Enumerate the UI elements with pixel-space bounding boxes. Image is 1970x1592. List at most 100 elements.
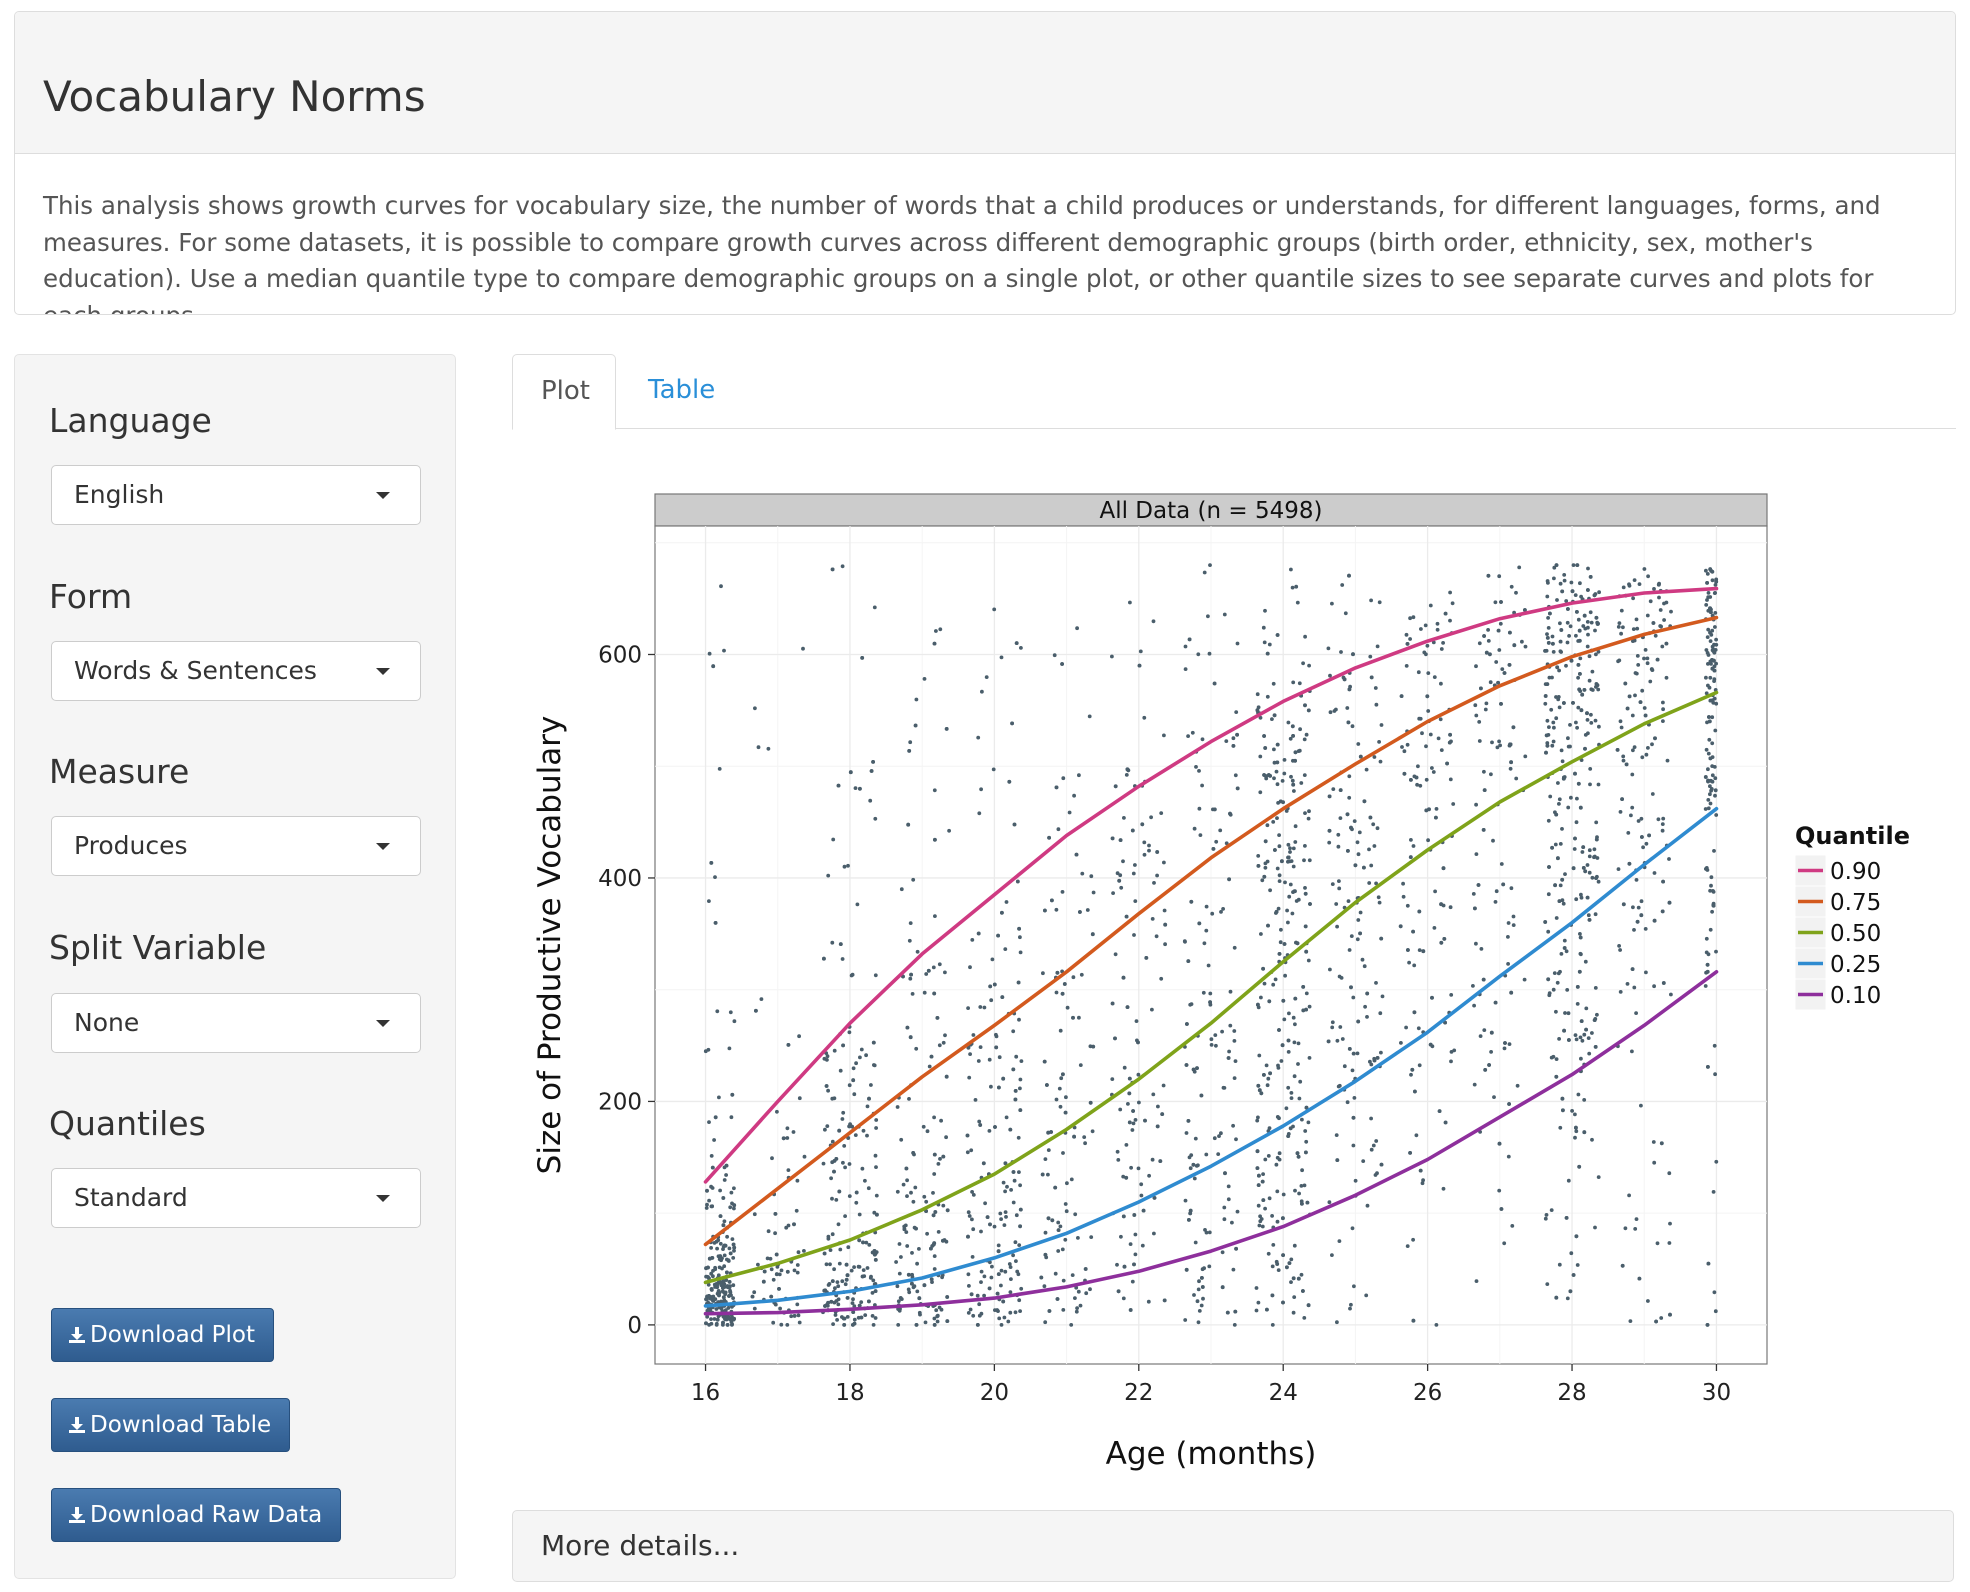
data-point: [1083, 1267, 1088, 1271]
data-point: [1011, 1170, 1016, 1174]
data-point: [1136, 1072, 1141, 1077]
language-select[interactable]: English: [51, 465, 421, 525]
data-point: [1330, 1253, 1334, 1257]
data-point: [1577, 687, 1582, 692]
data-point: [1293, 1188, 1297, 1193]
data-point: [726, 1258, 731, 1263]
data-point: [1594, 820, 1599, 825]
data-point: [909, 972, 913, 977]
data-point: [1502, 1241, 1507, 1246]
data-point: [1268, 774, 1272, 778]
data-point: [853, 1133, 858, 1137]
data-point: [1348, 1306, 1352, 1311]
data-point: [935, 1319, 940, 1324]
data-point: [1378, 1011, 1383, 1016]
data-point: [1616, 625, 1621, 629]
download-table-button[interactable]: Download Table: [51, 1398, 291, 1452]
data-point: [1347, 687, 1352, 692]
data-point: [1577, 1164, 1582, 1169]
data-point: [1448, 590, 1452, 595]
data-point: [1162, 1298, 1167, 1303]
data-point: [1226, 1056, 1231, 1060]
download-plot-button[interactable]: Download Plot: [51, 1308, 274, 1362]
data-point: [725, 1284, 730, 1288]
data-point: [1471, 984, 1475, 988]
tab-plot[interactable]: Plot: [512, 354, 616, 430]
data-point: [785, 1269, 790, 1274]
data-point: [1133, 1252, 1138, 1257]
data-point: [1483, 1068, 1488, 1072]
data-point: [771, 1277, 776, 1282]
data-point: [932, 1152, 937, 1157]
data-point: [1708, 606, 1712, 611]
data-point: [1043, 1230, 1048, 1235]
data-point: [1013, 1310, 1018, 1315]
data-point: [1710, 578, 1715, 583]
data-point: [1057, 1086, 1062, 1091]
download-raw-data-button[interactable]: Download Raw Data: [51, 1488, 342, 1542]
data-point: [1189, 899, 1194, 904]
data-point: [785, 1323, 790, 1327]
data-point: [1152, 1196, 1157, 1200]
x-tick-label: 22: [1124, 1380, 1153, 1406]
data-point: [905, 1244, 910, 1248]
quantiles-select[interactable]: Standard: [51, 1168, 421, 1228]
data-point: [709, 1246, 713, 1250]
data-point: [1228, 989, 1233, 994]
data-point: [1082, 1135, 1087, 1139]
data-point: [1058, 1028, 1063, 1033]
data-point: [1349, 985, 1353, 990]
data-point: [1230, 1220, 1234, 1225]
data-point: [730, 1323, 734, 1327]
data-point: [996, 1272, 1001, 1276]
data-point: [1418, 1168, 1423, 1173]
data-point: [1121, 975, 1126, 980]
data-point: [1652, 984, 1656, 989]
data-point: [1222, 612, 1227, 617]
data-point: [1578, 1035, 1583, 1040]
data-point: [966, 1272, 971, 1277]
data-point: [823, 1127, 827, 1132]
data-point: [1660, 644, 1665, 649]
data-point: [1507, 1102, 1511, 1106]
data-point: [1592, 847, 1597, 852]
data-point: [1651, 1140, 1656, 1144]
data-point: [1623, 1226, 1628, 1231]
data-point: [1288, 882, 1293, 887]
measure-select[interactable]: Produces: [51, 816, 421, 876]
data-point: [1709, 610, 1713, 615]
data-point: [1554, 1295, 1559, 1300]
tabs-divider: [512, 428, 1956, 429]
data-point: [732, 1186, 736, 1191]
data-point: [1474, 941, 1478, 946]
data-point: [707, 899, 711, 903]
data-point: [1121, 1174, 1126, 1179]
data-point: [910, 1251, 914, 1255]
data-point: [1284, 809, 1289, 813]
data-point: [1562, 701, 1566, 705]
data-point: [1364, 767, 1369, 772]
data-point: [1554, 916, 1559, 920]
split-variable-select[interactable]: None: [51, 993, 421, 1053]
data-point: [1554, 695, 1558, 699]
data-point: [1162, 908, 1167, 913]
data-point: [1560, 759, 1565, 764]
data-point: [1625, 706, 1630, 711]
more-details-panel[interactable]: More details...: [512, 1510, 1954, 1582]
form-select[interactable]: Words & Sentences: [51, 641, 421, 701]
data-point: [789, 1314, 794, 1319]
data-point: [830, 1232, 835, 1237]
data-point: [1276, 906, 1281, 911]
data-point: [1575, 610, 1579, 614]
data-point: [1587, 854, 1592, 859]
data-point: [821, 1161, 826, 1166]
data-point: [1579, 708, 1584, 713]
data-point: [1289, 1257, 1294, 1262]
tab-table[interactable]: Table: [628, 354, 738, 430]
data-point: [1574, 1129, 1579, 1134]
data-point: [1063, 1202, 1068, 1206]
data-point: [1368, 654, 1373, 659]
data-point: [1282, 758, 1287, 762]
data-point: [1358, 910, 1363, 915]
data-point: [1579, 892, 1583, 897]
